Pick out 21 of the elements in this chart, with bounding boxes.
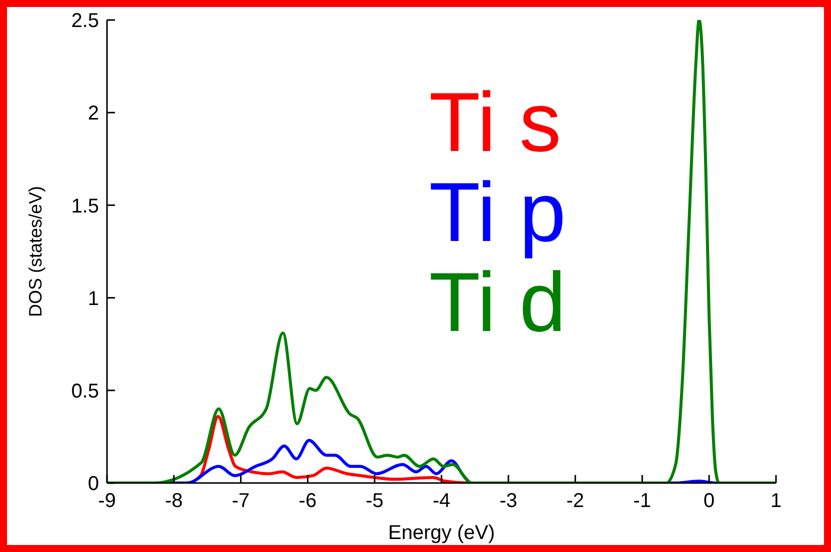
x-tick-label: 1 [770,490,782,512]
x-tick-label: 0 [704,490,715,512]
x-tick-label: -9 [98,490,116,512]
x-tick-label: -8 [165,490,183,512]
x-tick-label: -1 [633,490,652,512]
y-tick-label: 2 [88,102,99,125]
x-axis-title: Energy (eV) [388,522,495,544]
line-series [107,20,776,483]
text: Ti s [429,75,562,169]
x-tick-label: -7 [232,490,250,512]
x-tick-label: -3 [500,490,518,512]
x-tick-label: -5 [366,490,384,512]
x-tick-label: -2 [566,490,584,512]
y-tick-label: 0.5 [71,380,99,402]
y-tick-label: 2.5 [71,10,99,32]
y-tick-label: 0 [88,473,99,496]
y-axis-title: DOS (states/eV) [25,186,46,318]
x-tick-label: -4 [432,490,450,512]
x-tick-label: -6 [298,490,317,512]
y-tick-label: 1.5 [71,195,99,218]
y-tick-label: 1 [88,288,99,310]
